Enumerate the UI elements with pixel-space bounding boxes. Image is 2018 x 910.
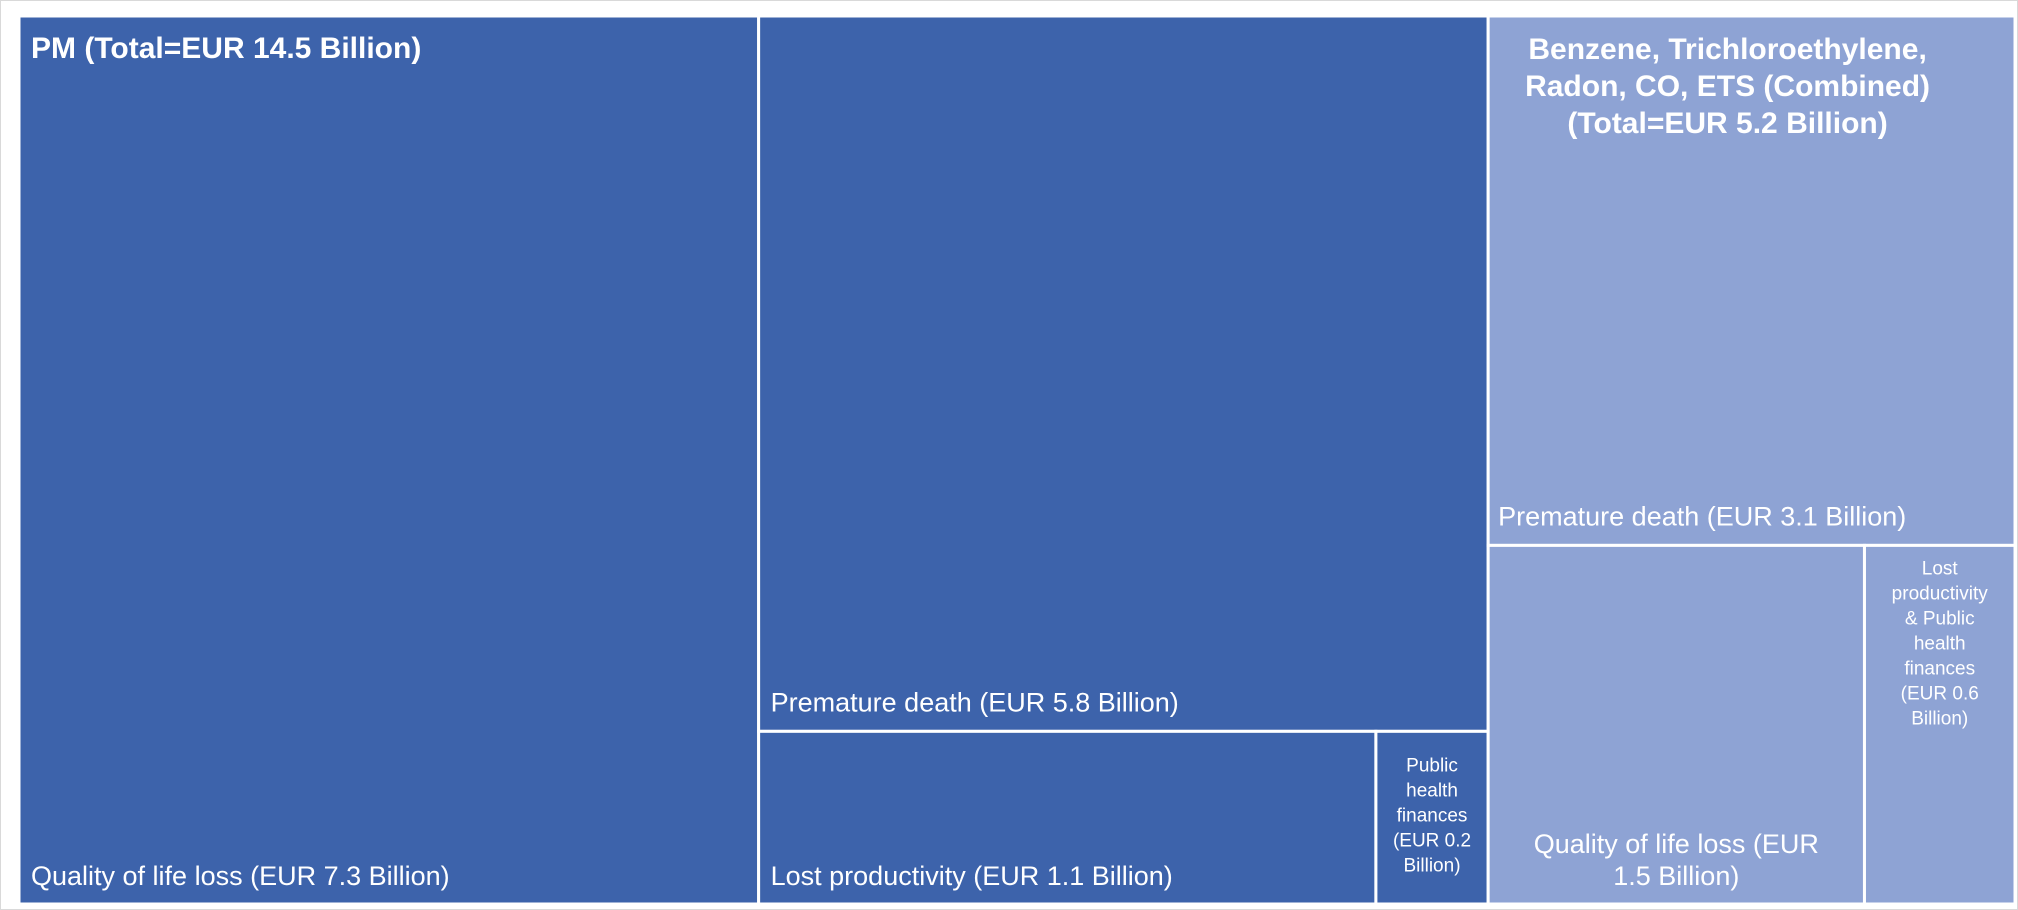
- tile-pm-lost-productivity: [757, 729, 1378, 906]
- group-label-combined: Benzene, Trichloroethylene, Radon, CO, ET…: [1525, 33, 1930, 140]
- tile-combined-quality-of-life-loss: [1486, 543, 1866, 906]
- tile-label-pm-quality-of-life-loss: Quality of life loss (EUR 7.3 Billion): [31, 861, 450, 891]
- group-label-pm: PM (Total=EUR 14.5 Billion): [31, 32, 421, 65]
- tile-label-combined-lost-productivity-public-health: Lost productivity & Public health finances (E…: [1892, 558, 1989, 729]
- tile-combined-lost-productivity-public-health: [1862, 543, 2017, 906]
- tile-label-combined-quality-of-life-loss: Quality of life loss (EUR 1.5 Billion): [1534, 829, 1819, 891]
- tile-pm-public-health-finances: [1374, 729, 1490, 906]
- tile-pm-quality-of-life-loss: [17, 14, 761, 906]
- tile-label-pm-public-health-finances: Public health finances (EUR 0.2 Billion): [1393, 755, 1471, 876]
- tile-pm-premature-death: [757, 14, 1490, 733]
- tile-label-pm-lost-productivity: Lost productivity (EUR 1.1 Billion): [771, 861, 1173, 891]
- tile-label-combined-premature-death: Premature death (EUR 3.1 Billion): [1498, 501, 1906, 531]
- tile-combined-premature-death: [1486, 14, 2017, 547]
- tile-label-pm-premature-death: Premature death (EUR 5.8 Billion): [771, 687, 1179, 717]
